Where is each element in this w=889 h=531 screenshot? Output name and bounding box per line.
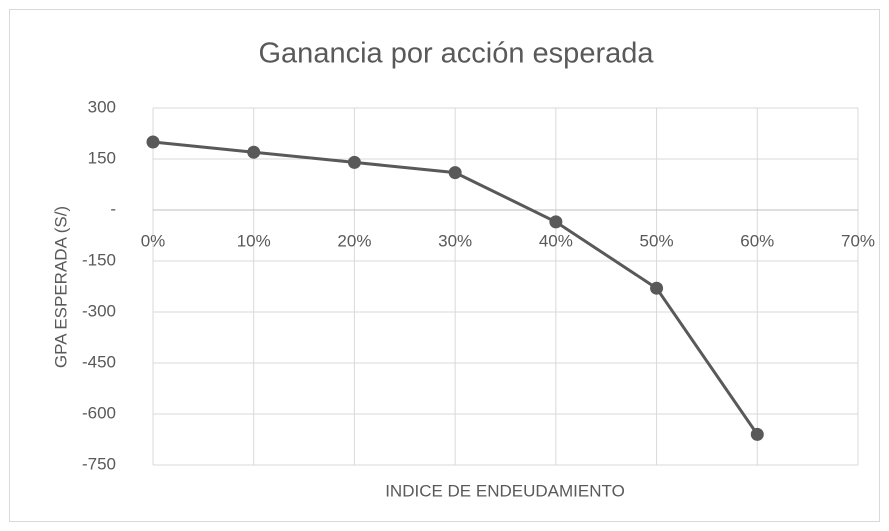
chart-frame	[9, 9, 880, 522]
x-tick-label: 20%	[337, 231, 371, 250]
y-tick-label: -450	[82, 352, 116, 371]
data-point	[347, 155, 361, 169]
x-tick-label: 10%	[237, 231, 271, 250]
x-tick-label: 40%	[539, 231, 573, 250]
x-tick-label: 70%	[841, 231, 875, 250]
x-tick-label: 60%	[740, 231, 774, 250]
data-point	[549, 215, 563, 229]
x-axis-title: INDICE DE ENDEUDAMIENTO	[385, 481, 625, 500]
y-tick-label: -600	[82, 403, 116, 422]
y-tick-label: 150	[88, 148, 116, 167]
y-tick-label: 300	[88, 97, 116, 116]
x-tick-label: 30%	[438, 231, 472, 250]
data-point	[650, 281, 664, 295]
data-point	[750, 427, 764, 441]
y-axis-title: GPA ESPERADA (S/)	[51, 206, 70, 368]
data-point	[448, 166, 462, 180]
y-tick-label: -300	[82, 301, 116, 320]
y-tick-label: -750	[82, 454, 116, 473]
y-tick-label: -	[110, 199, 116, 218]
chart-title: Ganancia por acción esperada	[259, 38, 655, 70]
data-point	[247, 145, 261, 159]
x-tick-label: 0%	[141, 231, 166, 250]
data-point	[146, 135, 160, 149]
x-tick-label: 50%	[640, 231, 674, 250]
y-tick-label: -150	[82, 250, 116, 269]
